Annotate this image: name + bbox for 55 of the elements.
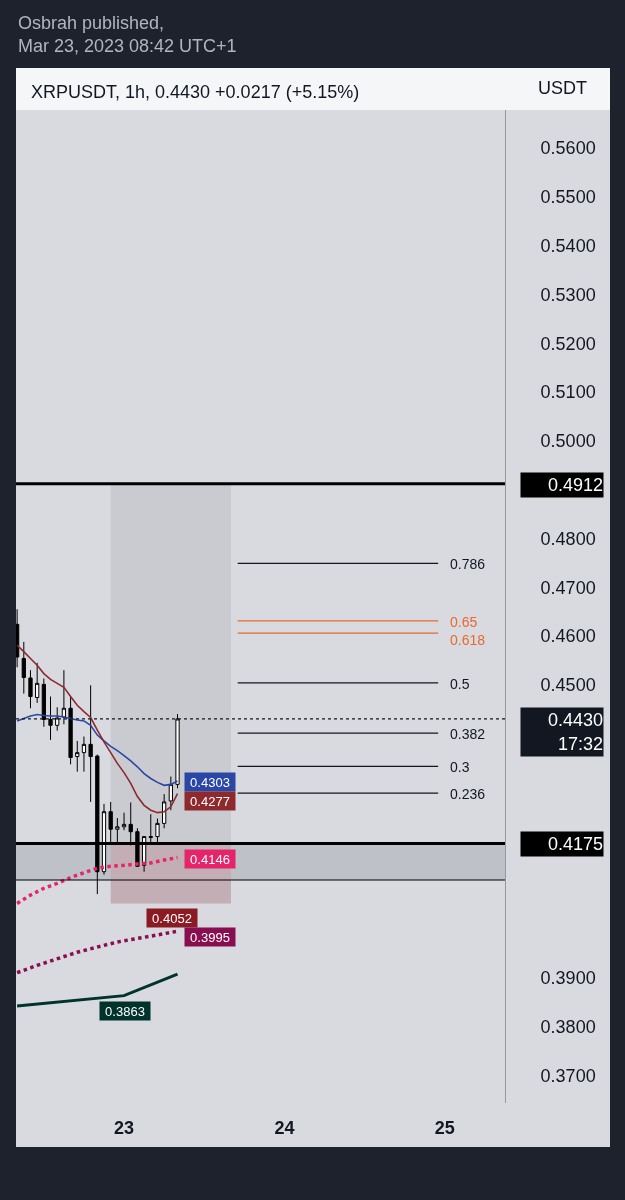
line-series: [16, 644, 179, 814]
y-tick-label: 0.4600: [540, 626, 596, 647]
candlestick: [162, 793, 167, 829]
x-tick-label: 25: [434, 1118, 455, 1138]
y-tick-label: 0.4800: [540, 528, 596, 549]
series-label: 0.618: [450, 632, 486, 648]
data-label: 0.4303: [190, 774, 230, 790]
y-tick-label: 0.3700: [540, 1065, 596, 1086]
series-label: 0.236: [450, 786, 486, 802]
annotation: 0.4052: [152, 910, 192, 926]
candlestick: [41, 677, 46, 728]
candlestick: [28, 669, 33, 709]
y-tick-label: 0.5600: [540, 138, 596, 159]
candlestick: [16, 608, 20, 668]
y-tick-label: 0.5300: [540, 284, 596, 305]
line-series: [16, 855, 180, 906]
series-label: 0.5: [450, 676, 470, 692]
y-tick-label: 0.5400: [540, 235, 596, 256]
x-tick-label: 24: [274, 1118, 295, 1138]
y-axis-title: USDT: [538, 78, 587, 98]
candlestick: [168, 776, 173, 811]
candlestick: [68, 695, 73, 765]
series-label: 0.3: [450, 759, 470, 775]
data-label: 0.3863: [105, 1003, 145, 1019]
series-label: 0.382: [450, 726, 486, 742]
candlestick: [55, 706, 60, 732]
candlestick: [21, 641, 26, 695]
chart-subtitle: Osbrah published, Mar 23, 2023 08:42 UTC+1: [18, 13, 237, 57]
candlestick: [35, 662, 40, 704]
candlestick: [175, 713, 180, 789]
ref-line-label: 0.4430 17:32: [547, 710, 603, 754]
candlestick: [75, 740, 80, 773]
candlestick: [81, 736, 87, 773]
chart-title: XRPUSDT, 1h, 0.4430 +0.0217 (+5.15%): [31, 82, 360, 102]
y-tick-label: 0.3900: [540, 967, 596, 988]
data-label: 0.4146: [190, 851, 230, 867]
y-tick-label: 0.5200: [540, 333, 596, 354]
x-tick-label: 23: [114, 1118, 135, 1138]
ref-line-label: 0.4175: [547, 834, 603, 854]
y-tick-label: 0.3800: [540, 1016, 596, 1037]
data-label: 0.4277: [190, 793, 230, 809]
data-label: 0.3995: [190, 929, 230, 945]
y-tick-label: 0.5500: [540, 187, 596, 208]
y-tick-label: 0.5100: [540, 382, 596, 403]
candlestick: [61, 669, 67, 725]
y-tick-label: 0.4700: [540, 577, 596, 598]
candlestick: [121, 812, 127, 831]
series-label: 0.786: [450, 556, 486, 572]
y-tick-label: 0.4500: [540, 675, 596, 696]
ref-line-label: 0.4912: [547, 475, 603, 495]
candlestick: [48, 696, 53, 741]
candlestick: [88, 684, 93, 803]
series-label: 0.65: [450, 614, 478, 630]
line-series: [16, 713, 179, 787]
y-tick-label: 0.5000: [540, 431, 596, 452]
